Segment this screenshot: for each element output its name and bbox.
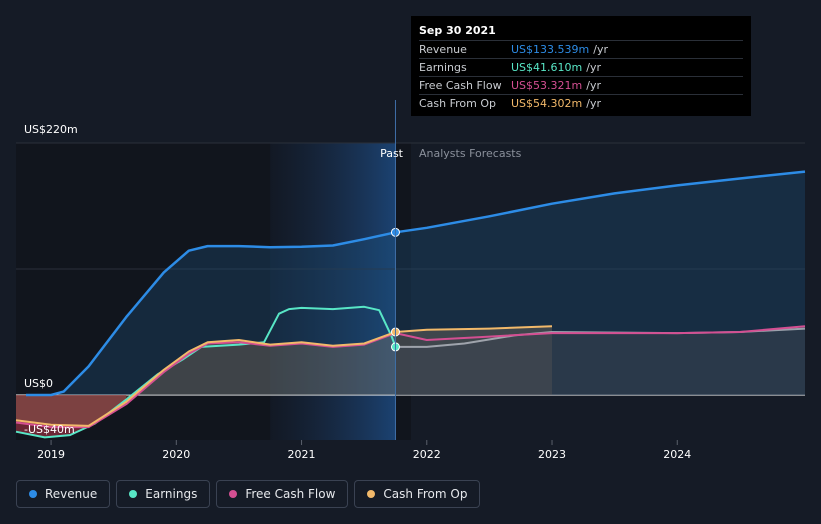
legend-label: Cash From Op <box>383 487 468 501</box>
series-areas <box>16 171 805 438</box>
tooltip-unit: /yr <box>593 43 608 56</box>
free-cash-flow-forecast-line <box>395 325 806 341</box>
y-label-top: US$220m <box>24 123 78 136</box>
tooltip-row-cash-from-op: Cash From Op US$54.302m /yr <box>419 94 743 112</box>
legend-label: Revenue <box>45 487 98 501</box>
y-label-zero: US$0 <box>24 377 53 390</box>
tooltip-unit: /yr <box>586 79 601 92</box>
tooltip-row-revenue: Revenue US$133.539m /yr <box>419 40 743 58</box>
revenue-forecast-line <box>395 170 806 234</box>
tooltip-label: Cash From Op <box>419 97 497 110</box>
tooltip-date: Sep 30 2021 <box>419 24 496 37</box>
legend-label: Earnings <box>145 487 198 501</box>
tooltip-label: Revenue <box>419 43 467 56</box>
free-cash-flow-line <box>15 332 396 429</box>
revenue-line <box>26 231 396 397</box>
legend-item-earnings[interactable]: Earnings <box>116 480 211 508</box>
x-tick-label: 2020 <box>162 448 190 461</box>
x-tick-label: 2024 <box>663 448 691 461</box>
legend-dot-icon <box>29 490 37 498</box>
earnings-forecast-area <box>395 328 805 395</box>
tooltip-row-free-cash-flow: Free Cash Flow US$53.321m /yr <box>419 76 743 94</box>
legend-dot-icon <box>129 490 138 498</box>
tooltip-row-earnings: Earnings US$41.610m /yr <box>419 58 743 76</box>
x-tick-label: 2021 <box>288 448 316 461</box>
forecast-label: Analysts Forecasts <box>419 147 522 160</box>
tooltip: Sep 30 2021 Revenue US$133.539m /yr Earn… <box>411 16 751 116</box>
legend: Revenue Earnings Free Cash Flow Cash Fro… <box>16 480 481 508</box>
legend-dot-icon <box>367 490 376 498</box>
tooltip-value: US$133.539m <box>511 43 590 56</box>
cash-from-op-forecast-line <box>395 325 553 333</box>
cash-from-op-line <box>15 331 396 427</box>
legend-item-cash-from-op[interactable]: Cash From Op <box>354 480 481 508</box>
x-tick-label: 2022 <box>413 448 441 461</box>
tooltip-unit: /yr <box>586 61 601 74</box>
x-tick-label: 2019 <box>37 448 65 461</box>
past-label: Past <box>380 147 404 160</box>
legend-item-free-cash-flow[interactable]: Free Cash Flow <box>216 480 349 508</box>
y-label-bottom: -US$40m <box>24 423 75 436</box>
tooltip-unit: /yr <box>586 97 601 110</box>
x-axis-ticks: 2019 2020 2021 2022 2023 2024 <box>37 440 691 461</box>
tooltip-label: Earnings <box>419 61 467 74</box>
series-lines <box>15 170 806 439</box>
legend-item-revenue[interactable]: Revenue <box>16 480 111 508</box>
tooltip-value: US$54.302m <box>511 97 583 110</box>
x-tick-label: 2023 <box>538 448 566 461</box>
tooltip-value: US$41.610m <box>511 61 583 74</box>
legend-label: Free Cash Flow <box>245 487 336 501</box>
legend-dot-icon <box>229 490 238 498</box>
forecast-highlight <box>270 143 396 440</box>
tooltip-value: US$53.321m <box>511 79 583 92</box>
tooltip-label: Free Cash Flow <box>419 79 502 92</box>
